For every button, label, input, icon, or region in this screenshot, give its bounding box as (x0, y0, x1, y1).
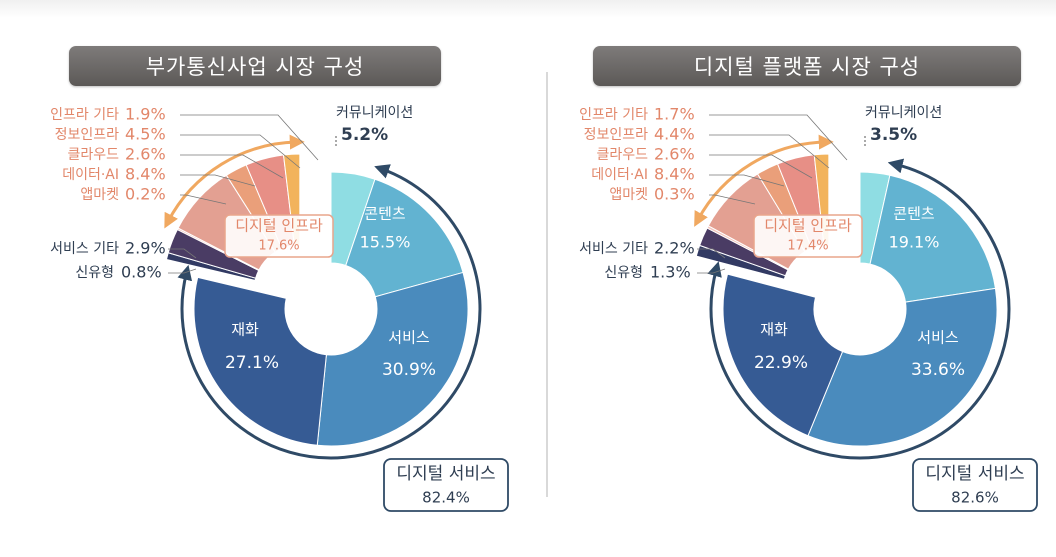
label-new-type: 신유형 (604, 265, 643, 281)
label-앱마켓: 앱마켓 (609, 187, 648, 203)
digital-service-callout (383, 458, 509, 512)
pie-chart-2 (694, 114, 1038, 512)
value-클라우드: 2.6% (125, 145, 166, 164)
slice-value-goods: 27.1% (225, 353, 279, 373)
label-service-etc: 서비스 기타 (579, 241, 648, 257)
value-service-etc: 2.9% (125, 239, 166, 258)
digital-service-callout (912, 458, 1038, 512)
leader-line-service-etc (697, 248, 726, 259)
top-band (0, 0, 1056, 18)
pie-slice-서비스 (316, 271, 469, 447)
slice-value-contents: 15.5% (360, 233, 411, 252)
slice-label-contents: 콘텐츠 (364, 205, 406, 223)
value-데이터-AI: 8.4% (654, 165, 695, 184)
value-communication: 5.2% (341, 125, 388, 145)
slice-value-goods: 22.9% (754, 353, 808, 373)
value-new-type: 1.3% (650, 263, 691, 282)
label-정보인프라: 정보인프라 (584, 127, 649, 143)
slice-label-service: 서비스 (388, 329, 430, 347)
group-value-digital-infra: 17.4% (787, 239, 828, 254)
value-new-type: 0.8% (121, 263, 162, 282)
label-인프라-기타: 인프라 기타 (579, 107, 648, 123)
leader-line-service-etc (168, 248, 197, 259)
digital-infra-bracket (694, 134, 834, 227)
label-인프라-기타: 인프라 기타 (50, 107, 119, 123)
value-정보인프라: 4.5% (125, 125, 166, 144)
group-label-digital-service: 디지털 서비스 (396, 464, 495, 484)
value-앱마켓: 0.3% (654, 185, 695, 204)
leader-line-데이터-AI (180, 174, 256, 187)
group-value-digital-service: 82.4% (422, 489, 470, 507)
group-label-digital-service: 디지털 서비스 (925, 464, 1024, 484)
value-정보인프라: 4.4% (654, 125, 695, 144)
divider (546, 72, 548, 497)
value-service-etc: 2.2% (654, 239, 695, 258)
value-데이터-AI: 8.4% (125, 165, 166, 184)
value-앱마켓: 0.2% (125, 185, 166, 204)
value-클라우드: 2.6% (654, 145, 695, 164)
group-value-digital-service: 82.6% (951, 489, 999, 507)
label-communication: 커뮤니케이션 (865, 105, 942, 121)
group-label-digital-infra: 디지털 인프라 (764, 217, 852, 235)
leader-line-정보인프라 (180, 134, 301, 169)
digital-infra-callout (224, 214, 334, 258)
leader-line-정보인프라 (709, 134, 830, 169)
leader-line-인프라-기타 (180, 114, 319, 161)
label-데이터-AI: 데이터·AI (62, 167, 119, 183)
value-communication: 3.5% (870, 125, 917, 145)
pie-slice-재화 (193, 276, 327, 446)
digital-service-bracket (707, 158, 1011, 460)
leader-line-클라우드 (709, 154, 813, 179)
slice-label-goods: 재화 (760, 321, 788, 339)
pie-chart-1 (164, 114, 509, 512)
value-인프라-기타: 1.9% (125, 105, 166, 124)
slice-label-service: 서비스 (917, 329, 959, 347)
label-앱마켓: 앱마켓 (80, 187, 119, 203)
label-new-type: 신유형 (75, 265, 114, 281)
leader-line-new-type (697, 268, 726, 274)
pie-slice-재화 (722, 273, 844, 437)
label-정보인프라: 정보인프라 (55, 127, 120, 143)
slice-label-goods: 재화 (231, 321, 259, 339)
digital-service-bracket (177, 164, 482, 460)
slice-value-service: 30.9% (382, 360, 436, 380)
digital-infra-bracket (164, 134, 305, 229)
leader-line-앱마켓 (709, 194, 756, 205)
leader-line-앱마켓 (180, 194, 227, 205)
label-communication: 커뮤니케이션 (336, 105, 413, 121)
right-chart-title: 디지털 플랫폼 시장 구성 (593, 46, 1021, 86)
slice-value-service: 33.6% (911, 360, 965, 380)
slice-value-contents: 19.1% (889, 233, 940, 252)
leader-line-인프라-기타 (709, 114, 848, 161)
leader-line-데이터-AI (709, 174, 785, 187)
slice-label-contents: 콘텐츠 (893, 205, 935, 223)
digital-infra-callout (753, 214, 863, 258)
label-클라우드: 클라우드 (67, 147, 119, 163)
group-label-digital-infra: 디지털 인프라 (235, 217, 323, 235)
value-인프라-기타: 1.7% (654, 105, 695, 124)
label-데이터-AI: 데이터·AI (591, 167, 648, 183)
leader-line-클라우드 (180, 154, 284, 179)
pie-slice-서비스 (807, 287, 998, 447)
label-service-etc: 서비스 기타 (50, 241, 119, 257)
group-value-digital-infra: 17.6% (258, 239, 299, 254)
leader-line-new-type (168, 268, 197, 274)
left-chart-title: 부가통신사업 시장 구성 (69, 46, 441, 86)
label-클라우드: 클라우드 (596, 147, 648, 163)
